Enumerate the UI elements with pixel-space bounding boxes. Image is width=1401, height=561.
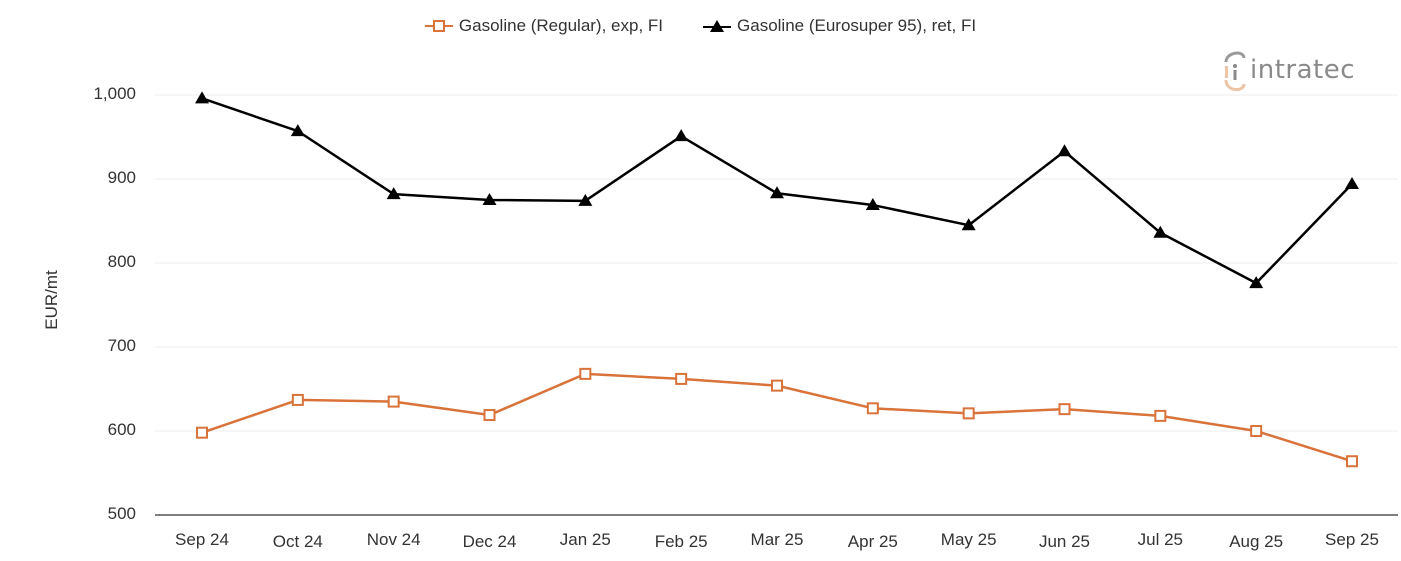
y-tick-label: 800 [107,252,136,271]
data-point-marker[interactable] [962,407,975,420]
data-point-marker[interactable] [578,193,593,206]
legend-label-eurosuper: Gasoline (Eurosuper 95), ret, FI [737,16,977,35]
data-point-marker[interactable] [290,124,305,137]
x-tick-label: Feb 25 [654,532,708,551]
data-point-marker[interactable] [771,379,783,392]
data-point-marker[interactable] [961,218,976,231]
y-tick-label: 500 [107,504,136,523]
x-tick-label: Jan 25 [559,530,611,549]
data-point-marker[interactable] [482,193,497,205]
x-tick-label: Nov 24 [366,530,421,549]
y-tick-label: 900 [107,168,136,187]
data-point-marker[interactable] [1058,403,1071,416]
data-point-marker[interactable] [195,91,209,104]
legend-item-eurosuper[interactable]: Gasoline (Eurosuper 95), ret, FI [703,16,976,36]
logo-mark-icon [1224,51,1246,91]
data-point-marker[interactable] [1249,276,1264,289]
data-point-marker[interactable] [291,393,304,406]
x-tick-label: Jun 25 [1038,532,1091,551]
x-tick-label: Sep 25 [1325,530,1379,549]
data-point-marker[interactable] [1345,177,1359,190]
y-tick-label: 700 [107,336,136,355]
x-tick-label: Oct 24 [272,532,323,551]
y-tick-label: 1,000 [93,84,136,103]
chart-legend: Gasoline (Regular), exp, FI Gasoline (Eu… [0,16,1401,36]
data-point-marker[interactable] [1250,425,1263,437]
data-point-marker[interactable] [483,409,496,422]
legend-label-regular: Gasoline (Regular), exp, FI [458,16,664,35]
y-tick-label: 600 [107,420,136,439]
filled-triangle-marker-icon [703,20,732,32]
data-point-marker[interactable] [1057,144,1072,157]
data-point-marker[interactable] [674,129,689,142]
x-tick-label: Aug 25 [1229,532,1284,551]
data-point-marker[interactable] [579,367,592,380]
data-point-marker[interactable] [387,395,400,408]
data-point-marker[interactable] [1346,455,1358,468]
data-point-marker[interactable] [866,402,879,415]
data-point-marker[interactable] [770,186,784,199]
data-point-marker[interactable] [1153,225,1168,238]
x-tick-label: Apr 25 [847,532,898,551]
intratec-logo: intratec [1222,44,1355,96]
logo-text: intratec [1250,55,1356,85]
x-tick-label: Dec 24 [462,532,517,551]
data-point-marker[interactable] [675,372,688,385]
x-tick-label: May 25 [940,530,997,549]
data-point-marker[interactable] [865,198,880,211]
x-tick-label: Sep 24 [175,530,229,549]
open-square-marker-icon [424,20,453,32]
data-point-marker[interactable] [1154,409,1167,422]
legend-item-regular[interactable]: Gasoline (Regular), exp, FI [424,16,664,36]
data-point-marker[interactable] [196,426,208,439]
x-tick-label: Jul 25 [1137,530,1184,549]
data-point-marker[interactable] [386,187,401,200]
x-tick-label: Mar 25 [750,530,804,549]
